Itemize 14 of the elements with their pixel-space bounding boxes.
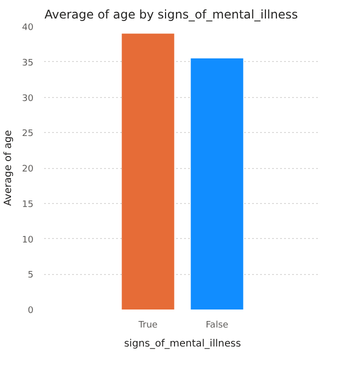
x-tick-label: False <box>206 320 229 330</box>
y-tick-label: 5 <box>28 270 34 281</box>
chart-title: Average of age by signs_of_mental_illness <box>44 8 298 22</box>
y-tick-label: 10 <box>22 235 34 246</box>
y-tick-label: 15 <box>22 200 34 210</box>
y-axis-title: Average of age <box>3 130 14 206</box>
y-tick-label: 25 <box>22 129 34 140</box>
y-tick-label: 30 <box>22 94 34 104</box>
y-tick-label: 35 <box>22 58 34 68</box>
x-tick-label: True <box>137 320 158 330</box>
y-tick-label: 0 <box>28 306 34 316</box>
y-tick-label: 20 <box>22 164 34 174</box>
y-tick-label: 40 <box>22 23 34 33</box>
x-axis-title: signs_of_mental_illness <box>124 338 241 350</box>
